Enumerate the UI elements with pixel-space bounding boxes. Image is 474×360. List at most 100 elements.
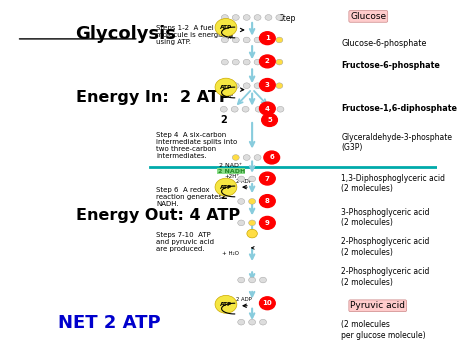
Text: ATP: ATP bbox=[220, 302, 232, 307]
Circle shape bbox=[220, 107, 227, 112]
Circle shape bbox=[243, 37, 250, 43]
Text: 2 ADP: 2 ADP bbox=[236, 297, 251, 302]
Circle shape bbox=[247, 229, 257, 238]
Circle shape bbox=[215, 18, 237, 36]
Circle shape bbox=[277, 107, 284, 112]
Text: +2H⁺: +2H⁺ bbox=[225, 174, 240, 179]
Circle shape bbox=[221, 37, 228, 43]
Circle shape bbox=[255, 107, 262, 112]
Circle shape bbox=[232, 59, 239, 65]
Circle shape bbox=[221, 15, 228, 20]
Text: 1: 1 bbox=[265, 35, 270, 41]
Text: ATP: ATP bbox=[220, 185, 232, 190]
Text: 6: 6 bbox=[269, 154, 274, 161]
Text: ATP: ATP bbox=[220, 25, 232, 30]
Circle shape bbox=[243, 15, 250, 20]
Circle shape bbox=[260, 102, 275, 115]
Circle shape bbox=[249, 277, 255, 283]
Circle shape bbox=[260, 220, 266, 226]
Text: 10: 10 bbox=[263, 300, 272, 306]
Circle shape bbox=[276, 59, 283, 65]
Text: (2 molecules
per glucose molecule): (2 molecules per glucose molecule) bbox=[341, 320, 426, 340]
Circle shape bbox=[249, 220, 255, 226]
Text: Glucose-6-phosphate: Glucose-6-phosphate bbox=[341, 39, 427, 48]
Circle shape bbox=[238, 176, 245, 182]
Text: Fructose-6-phosphate: Fructose-6-phosphate bbox=[341, 61, 440, 70]
Text: Step 4  A six-carbon
intermediate splits into
two three-carbon
intermediates.: Step 4 A six-carbon intermediate splits … bbox=[156, 132, 237, 159]
Circle shape bbox=[265, 83, 272, 89]
Text: 2-Phosphoglyceric acid
(2 molecules): 2-Phosphoglyceric acid (2 molecules) bbox=[341, 238, 430, 257]
Text: Steps 7-10  ATP
and pyruvic acid
are produced.: Steps 7-10 ATP and pyruvic acid are prod… bbox=[156, 232, 214, 252]
Circle shape bbox=[266, 107, 273, 112]
Text: + H₂O: + H₂O bbox=[222, 251, 239, 256]
Circle shape bbox=[221, 59, 228, 65]
Circle shape bbox=[276, 83, 283, 89]
Text: ATP: ATP bbox=[220, 85, 232, 90]
Text: Glyceraldehyde-3-phosphate
(G3P): Glyceraldehyde-3-phosphate (G3P) bbox=[341, 133, 453, 152]
Circle shape bbox=[242, 107, 249, 112]
Circle shape bbox=[238, 220, 245, 226]
Circle shape bbox=[254, 15, 261, 20]
Circle shape bbox=[260, 32, 275, 45]
Text: Energy Out: 4 ATP: Energy Out: 4 ATP bbox=[75, 208, 240, 223]
Text: 3-Phosphoglyceric acid
(2 molecules): 3-Phosphoglyceric acid (2 molecules) bbox=[341, 208, 430, 227]
Circle shape bbox=[276, 37, 283, 43]
Circle shape bbox=[249, 319, 255, 325]
Circle shape bbox=[232, 83, 239, 89]
Circle shape bbox=[260, 199, 266, 204]
Circle shape bbox=[260, 297, 275, 310]
Circle shape bbox=[215, 296, 237, 313]
Text: 5: 5 bbox=[267, 117, 272, 123]
Circle shape bbox=[238, 277, 245, 283]
Text: Glucose: Glucose bbox=[350, 12, 386, 21]
Circle shape bbox=[254, 83, 261, 89]
Circle shape bbox=[249, 199, 255, 204]
Circle shape bbox=[243, 155, 250, 160]
Circle shape bbox=[260, 78, 275, 91]
Circle shape bbox=[262, 113, 277, 126]
Text: 2-Phosphoglyceric acid
(2 molecules): 2-Phosphoglyceric acid (2 molecules) bbox=[341, 267, 430, 287]
Text: 2 ADP: 2 ADP bbox=[236, 179, 251, 184]
Text: 2: 2 bbox=[265, 58, 270, 64]
Circle shape bbox=[215, 178, 237, 196]
Circle shape bbox=[254, 59, 261, 65]
Circle shape bbox=[243, 59, 250, 65]
Text: 2 NAD⁺: 2 NAD⁺ bbox=[219, 163, 242, 168]
Text: 2 NADH: 2 NADH bbox=[218, 168, 245, 174]
Circle shape bbox=[260, 176, 266, 182]
Text: ADP: ADP bbox=[222, 93, 234, 98]
Text: 2: 2 bbox=[220, 300, 227, 310]
Circle shape bbox=[260, 55, 275, 68]
Circle shape bbox=[254, 37, 261, 43]
Circle shape bbox=[231, 107, 238, 112]
Text: 4: 4 bbox=[265, 105, 270, 112]
Circle shape bbox=[276, 15, 283, 20]
Circle shape bbox=[265, 155, 272, 160]
Circle shape bbox=[254, 155, 261, 160]
Text: Step 6  A redox
reaction generates
NADH.: Step 6 A redox reaction generates NADH. bbox=[156, 187, 222, 207]
Circle shape bbox=[265, 15, 272, 20]
Circle shape bbox=[264, 151, 280, 164]
Text: 9: 9 bbox=[265, 220, 270, 226]
Text: 2: 2 bbox=[220, 115, 227, 125]
Text: Pyruvic acid: Pyruvic acid bbox=[350, 301, 405, 310]
Circle shape bbox=[238, 199, 245, 204]
Circle shape bbox=[232, 155, 239, 160]
Text: Step: Step bbox=[278, 14, 296, 23]
Text: 3: 3 bbox=[265, 82, 270, 88]
Circle shape bbox=[232, 37, 239, 43]
Text: ADP: ADP bbox=[222, 35, 234, 40]
Circle shape bbox=[215, 78, 237, 96]
Text: Fructose-1,6-diphosphate: Fructose-1,6-diphosphate bbox=[341, 104, 457, 113]
Circle shape bbox=[249, 176, 255, 182]
Text: 7: 7 bbox=[265, 176, 270, 181]
Circle shape bbox=[260, 195, 275, 207]
Circle shape bbox=[243, 83, 250, 89]
Circle shape bbox=[221, 83, 228, 89]
Circle shape bbox=[260, 216, 275, 229]
Text: 1,3-Diphosphoglyceric acid
(2 molecules): 1,3-Diphosphoglyceric acid (2 molecules) bbox=[341, 174, 446, 193]
Text: 8: 8 bbox=[265, 198, 270, 204]
Circle shape bbox=[265, 37, 272, 43]
Text: Glycolysis: Glycolysis bbox=[75, 24, 176, 42]
Circle shape bbox=[260, 319, 266, 325]
